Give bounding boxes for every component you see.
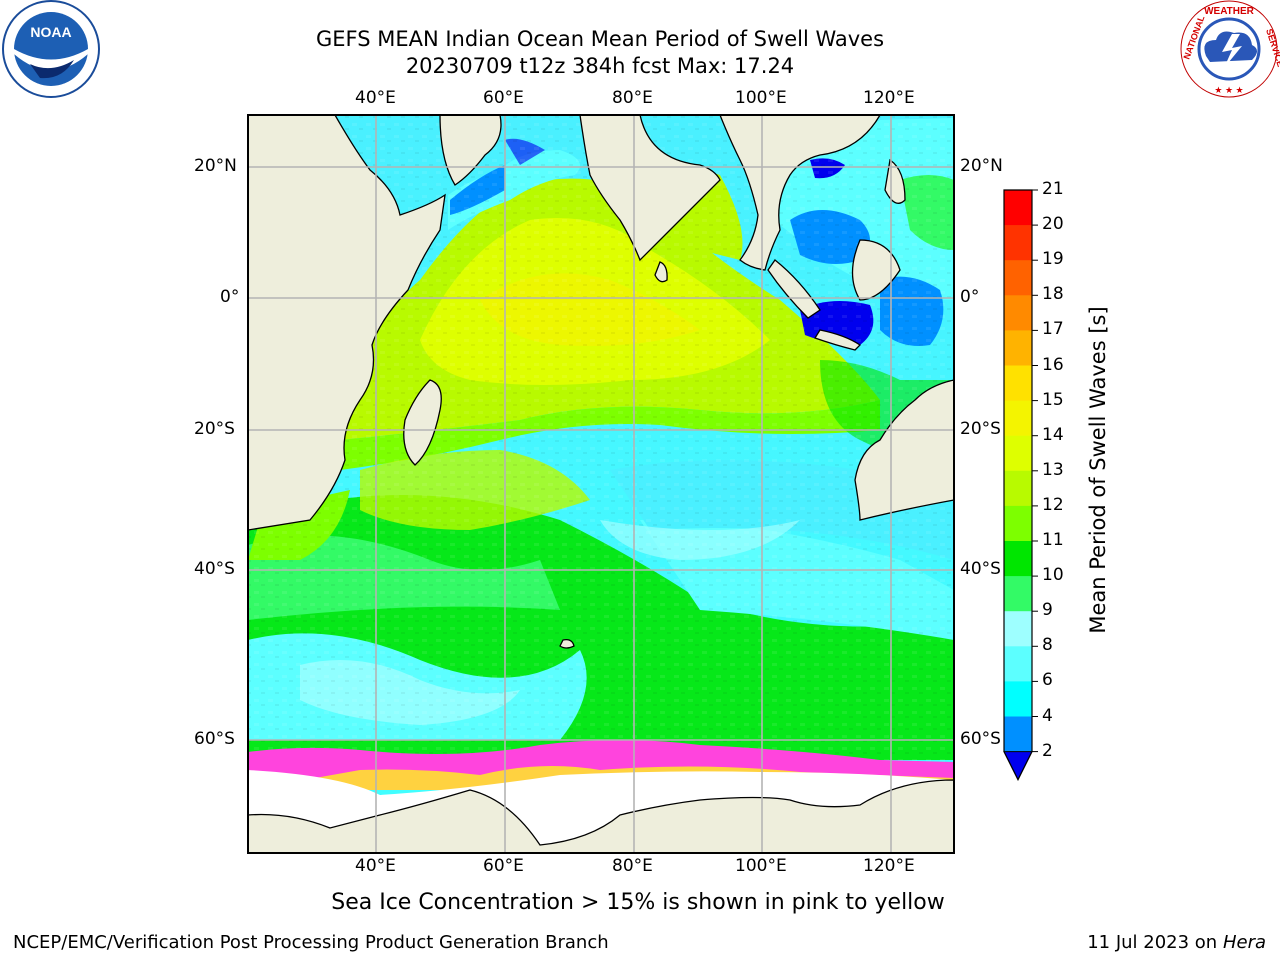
colorbar-tick-label: 2 bbox=[1042, 740, 1053, 761]
lat-tick-left-4: 40°S bbox=[194, 559, 235, 579]
colorbar-segment bbox=[1004, 400, 1032, 437]
colorbar-segment bbox=[1004, 295, 1032, 331]
colorbar-tick-label: 4 bbox=[1042, 705, 1053, 726]
colorbar-segment bbox=[1004, 505, 1032, 542]
colorbar-segment bbox=[1004, 470, 1032, 507]
colorbar-extend-arrow bbox=[1003, 751, 1033, 781]
footer-date: 11 Jul 2023 on Hera bbox=[1087, 932, 1266, 953]
colorbar-tick-label: 9 bbox=[1042, 600, 1053, 621]
lat-tick-right-1: 20°N bbox=[960, 156, 1003, 176]
colorbar-segment bbox=[1004, 646, 1032, 682]
colorbar-segment bbox=[1004, 225, 1032, 261]
map-subtitle: 20230709 t12z 384h fcst Max: 17.24 bbox=[405, 54, 795, 78]
lon-tick-top-4: 100°E bbox=[735, 88, 787, 108]
colorbar-tick-label: 8 bbox=[1042, 635, 1053, 656]
sea-ice-note: Sea Ice Concentration > 15% is shown in … bbox=[331, 890, 945, 915]
colorbar-tick-label: 15 bbox=[1042, 389, 1064, 410]
colorbar-segment bbox=[1004, 260, 1032, 296]
colorbar-tick-label: 21 bbox=[1042, 179, 1064, 199]
lat-tick-right-2: 0° bbox=[960, 287, 980, 307]
lon-tick-bottom-2: 60°E bbox=[483, 856, 524, 876]
colorbar-tick-label: 19 bbox=[1042, 249, 1064, 270]
colorbar-segment bbox=[1004, 435, 1032, 472]
map-area bbox=[248, 115, 954, 853]
colorbar-segment bbox=[1004, 576, 1032, 612]
lat-tick-right-3: 20°S bbox=[960, 419, 1001, 439]
colorbar-segment bbox=[1004, 365, 1032, 402]
colorbar-segment bbox=[1004, 190, 1032, 226]
colorbar-tick-label: 12 bbox=[1042, 494, 1064, 515]
colorbar-tick-label: 17 bbox=[1042, 319, 1064, 340]
footer-host: Hera bbox=[1222, 932, 1266, 953]
lat-tick-left-3: 20°S bbox=[194, 419, 235, 439]
colorbar bbox=[1003, 189, 1038, 781]
colorbar-tick-label: 14 bbox=[1042, 424, 1064, 445]
lon-tick-bottom-3: 80°E bbox=[612, 856, 653, 876]
lon-tick-bottom-5: 120°E bbox=[863, 856, 915, 876]
colorbar-tick-label: 10 bbox=[1042, 565, 1064, 586]
map-title: GEFS MEAN Indian Ocean Mean Period of Sw… bbox=[315, 27, 885, 51]
lon-tick-top-2: 60°E bbox=[483, 88, 524, 108]
colorbar-segment bbox=[1004, 330, 1032, 366]
lat-tick-left-2: 0° bbox=[220, 287, 240, 307]
lon-tick-top-5: 120°E bbox=[863, 88, 915, 108]
lon-tick-bottom-4: 100°E bbox=[735, 856, 787, 876]
colorbar-tick-label: 20 bbox=[1042, 214, 1064, 235]
land-masses bbox=[248, 115, 954, 853]
lat-tick-right-4: 40°S bbox=[960, 559, 1001, 579]
footer-date-text: 11 Jul 2023 on bbox=[1087, 932, 1223, 953]
colorbar-segment bbox=[1004, 541, 1032, 577]
footer-credit: NCEP/EMC/Verification Post Processing Pr… bbox=[13, 932, 609, 953]
graticule bbox=[248, 115, 954, 853]
colorbar-segment bbox=[1004, 716, 1032, 753]
colorbar-tick-label: 18 bbox=[1042, 284, 1064, 305]
colorbar-tick-label: 11 bbox=[1042, 530, 1064, 550]
lon-tick-top-3: 80°E bbox=[612, 88, 653, 108]
colorbar-tick-label: 16 bbox=[1042, 354, 1064, 375]
colorbar-segment bbox=[1004, 611, 1032, 647]
map-frame bbox=[247, 114, 955, 854]
lat-tick-right-5: 60°S bbox=[960, 729, 1001, 749]
lat-tick-left-5: 60°S bbox=[194, 729, 235, 749]
colorbar-segment bbox=[1004, 681, 1032, 717]
lon-tick-top-1: 40°E bbox=[355, 88, 396, 108]
lat-tick-left-1: 20°N bbox=[194, 156, 237, 176]
colorbar-title: Mean Period of Swell Waves [s] bbox=[1086, 306, 1110, 634]
colorbar-tick-label: 13 bbox=[1042, 459, 1064, 480]
lon-tick-bottom-1: 40°E bbox=[355, 856, 396, 876]
colorbar-tick-label: 6 bbox=[1042, 670, 1053, 691]
